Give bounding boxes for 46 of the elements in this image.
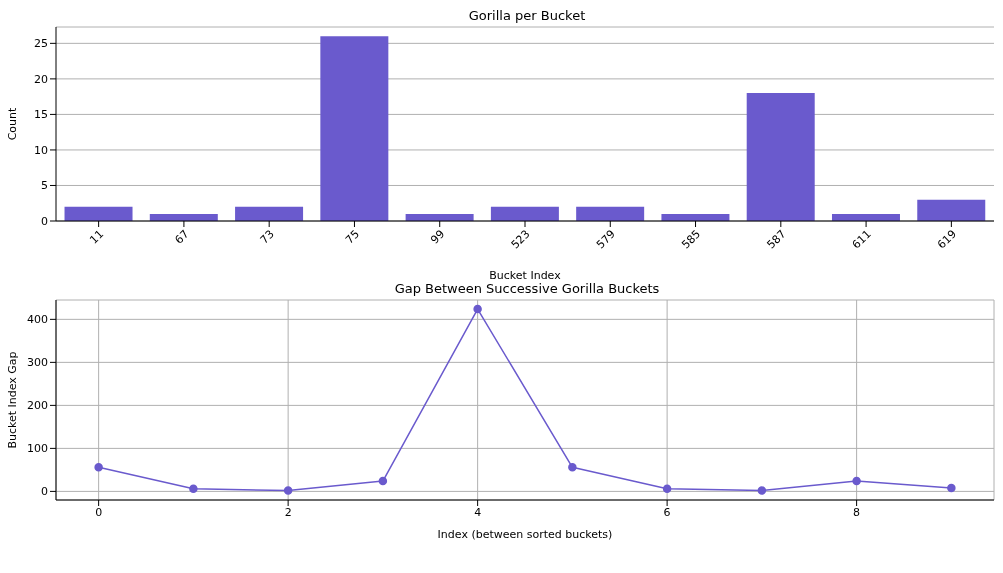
point: [757, 486, 767, 495]
x-tick-label: 75: [343, 227, 363, 247]
x-tick-label: 73: [257, 227, 277, 247]
x-axis-title: Index (between sorted buckets): [437, 528, 613, 541]
x-tick-label: 611: [849, 227, 874, 252]
x-tick-label: 619: [934, 227, 960, 252]
point: [662, 484, 672, 494]
bar: [576, 206, 645, 221]
x-axis-title: Bucket Index: [489, 269, 562, 282]
point: [852, 476, 861, 486]
bar: [490, 206, 559, 221]
y-tick-label: 15: [34, 108, 48, 122]
x-tick-label: 67: [172, 227, 192, 247]
point: [568, 463, 577, 472]
bar: [64, 206, 133, 221]
y-tick-label: 100: [27, 442, 48, 456]
point: [378, 476, 388, 486]
y-tick-label: 20: [34, 72, 48, 86]
point: [94, 463, 103, 472]
x-tick-label: 8: [853, 505, 861, 519]
y-tick-label: 300: [27, 356, 48, 370]
y-tick-label: 200: [27, 399, 48, 413]
bar: [917, 199, 986, 221]
y-axis-title: Count: [5, 106, 19, 141]
point: [947, 483, 956, 493]
y-tick-label: 0: [41, 485, 48, 499]
x-tick-label: 4: [474, 505, 482, 519]
x-tick-label: 99: [428, 227, 448, 247]
bar: [320, 36, 389, 221]
bar: [746, 93, 815, 221]
y-tick-label: 400: [27, 313, 48, 327]
x-tick-label: 0: [95, 505, 103, 519]
y-axis-title: Bucket Index Gap: [5, 351, 19, 449]
x-tick-label: 6: [663, 505, 671, 519]
x-tick-label: 11: [87, 227, 107, 247]
chart-title: Gorilla per Bucket: [467, 8, 587, 23]
x-tick-label: 2: [284, 505, 292, 519]
y-tick-label: 10: [34, 143, 48, 157]
y-tick-label: 0: [41, 214, 48, 228]
y-tick-label: 25: [34, 37, 48, 51]
point: [189, 484, 198, 494]
point: [283, 486, 293, 495]
y-tick-label: 5: [41, 179, 48, 193]
bar: [235, 206, 304, 221]
chart-title: Gap Between Successive Gorilla Buckets: [393, 281, 661, 296]
point: [473, 304, 482, 314]
